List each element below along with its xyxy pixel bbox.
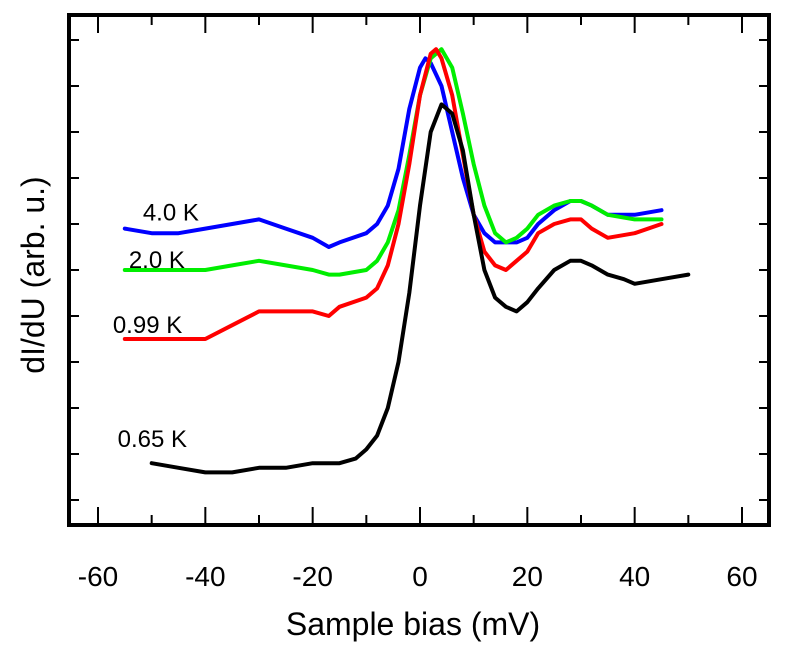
x-tick-label: 60 bbox=[726, 561, 757, 592]
series-label: 2.0 K bbox=[129, 247, 185, 274]
x-tick-label: -60 bbox=[78, 561, 118, 592]
series-line-0-99-k bbox=[122, 47, 664, 341]
series-label: 4.0 K bbox=[143, 200, 199, 227]
x-tick-labels: -60 -40 -20 0 20 40 60 bbox=[78, 561, 758, 592]
x-axis-title: Sample bias (mV) bbox=[286, 606, 540, 642]
x-tick-label: 40 bbox=[619, 561, 650, 592]
series-lines bbox=[122, 47, 691, 475]
series-labels: 4.0 K 2.0 K 0.99 K 0.65 K bbox=[113, 200, 199, 454]
series-line-0-65-k bbox=[149, 102, 691, 475]
x-tick-label: 0 bbox=[412, 561, 428, 592]
y-axis-title: dI/dU (arb. u.) bbox=[15, 176, 51, 373]
series-line-2-0-k bbox=[122, 47, 664, 277]
series-label: 0.99 K bbox=[113, 312, 182, 339]
x-tick-label: -40 bbox=[185, 561, 225, 592]
axis-ticks bbox=[69, 15, 769, 525]
series-label: 0.65 K bbox=[118, 426, 187, 453]
x-tick-label: -20 bbox=[292, 561, 332, 592]
x-tick-label: 20 bbox=[512, 561, 543, 592]
